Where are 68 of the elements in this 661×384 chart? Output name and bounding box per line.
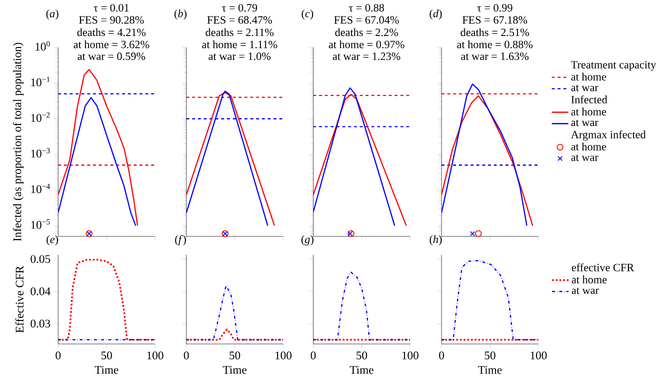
x-tick-label: 0 bbox=[439, 352, 444, 360]
x-tick-label: 100 bbox=[147, 352, 164, 360]
annotation: at home = 0.97% bbox=[328, 40, 404, 48]
text: (a) bbox=[46, 10, 58, 20]
text: (e) bbox=[46, 235, 58, 246]
x-tick-label: 0 bbox=[56, 352, 61, 360]
chart-title: τ = 0.88 bbox=[348, 4, 384, 12]
text: deaths = 2.2% bbox=[335, 28, 398, 36]
text: FES = 68.47% bbox=[207, 16, 272, 24]
x-tick-label: 100 bbox=[276, 352, 292, 360]
legend-label: at war bbox=[571, 84, 598, 92]
y-tick-label: 10$^{−5}$ bbox=[31, 220, 50, 229]
legend-label: at war bbox=[572, 288, 599, 294]
annotation: at war = 0.59% bbox=[78, 52, 146, 60]
chart-title: τ = 0.99 bbox=[477, 4, 512, 12]
text: deaths = 2.51% bbox=[460, 28, 530, 36]
text: deaths = 4.21% bbox=[77, 28, 146, 36]
text: Argmax infected bbox=[570, 130, 646, 141]
y-tick-label: 0.03 bbox=[30, 320, 50, 328]
x-axis-title: Time bbox=[478, 366, 502, 374]
text: (d) bbox=[430, 10, 442, 20]
text: FES = 67.18% bbox=[462, 16, 528, 24]
y-tick-label: 10$^{−1}$ bbox=[31, 76, 50, 86]
annotation: at home = 1.11% bbox=[202, 40, 278, 48]
legend-title: effective CFR bbox=[572, 264, 634, 272]
x-axis-title: Time bbox=[94, 366, 118, 374]
x-axis-title: Time bbox=[222, 366, 246, 374]
legend-title: Treatment capacity bbox=[571, 61, 656, 71]
chart-title: τ = 0.01 bbox=[94, 4, 129, 12]
legend-label: at war bbox=[571, 120, 598, 126]
y-tick-label: 0.05 bbox=[30, 255, 50, 264]
y-tick-label: 10$^{−3}$ bbox=[31, 148, 50, 158]
line-series bbox=[58, 97, 136, 226]
y-axis-title: Infected (as proportion of total population) bbox=[12, 42, 24, 242]
text: FES = 67.04% bbox=[334, 16, 399, 24]
annotation: at home = 3.62% bbox=[74, 40, 150, 48]
annotation: (g) bbox=[301, 235, 314, 246]
annotation: (h) bbox=[430, 235, 442, 246]
legend-label: at home bbox=[571, 142, 606, 151]
text: Infected bbox=[571, 96, 608, 104]
x-tick-label: 50 bbox=[230, 352, 240, 360]
y-tick-label: 10$^{−4}$ bbox=[31, 184, 50, 194]
legend-label: at home bbox=[571, 72, 606, 81]
text: FES = 90.28% bbox=[79, 16, 144, 24]
x-axis-title: Time bbox=[350, 366, 374, 374]
legend-label: at home bbox=[572, 276, 607, 284]
x-tick-label: 100 bbox=[402, 352, 418, 360]
text: (f) bbox=[175, 235, 186, 246]
legend-label: at home bbox=[571, 108, 606, 116]
x-tick-label: 50 bbox=[356, 352, 368, 360]
y-tick-label: 10$^{−2}$ bbox=[31, 112, 50, 122]
y-tick-label: 0.04 bbox=[30, 288, 50, 296]
text: (b) bbox=[174, 10, 187, 20]
text: (c) bbox=[302, 10, 314, 20]
x-tick-label: 0 bbox=[310, 352, 316, 360]
chart-title: τ = 0.79 bbox=[222, 4, 258, 12]
y-tick-label: 10$^{0}$ bbox=[36, 41, 50, 51]
x-tick-label: 0 bbox=[184, 352, 189, 360]
annotation: at war = 1.23% bbox=[332, 52, 400, 60]
x-tick-label: 50 bbox=[484, 352, 496, 360]
annotation: at home = 0.88% bbox=[457, 40, 533, 48]
text: deaths = 2.11% bbox=[206, 28, 274, 36]
y-axis-title: Effective CFR bbox=[15, 266, 24, 333]
legend-label: at war bbox=[571, 154, 598, 162]
x-tick-label: 100 bbox=[530, 352, 547, 360]
annotation: at war = 1.0% bbox=[208, 52, 271, 60]
annotation: at war = 1.63% bbox=[461, 52, 529, 60]
x-tick-label: 50 bbox=[101, 352, 112, 360]
